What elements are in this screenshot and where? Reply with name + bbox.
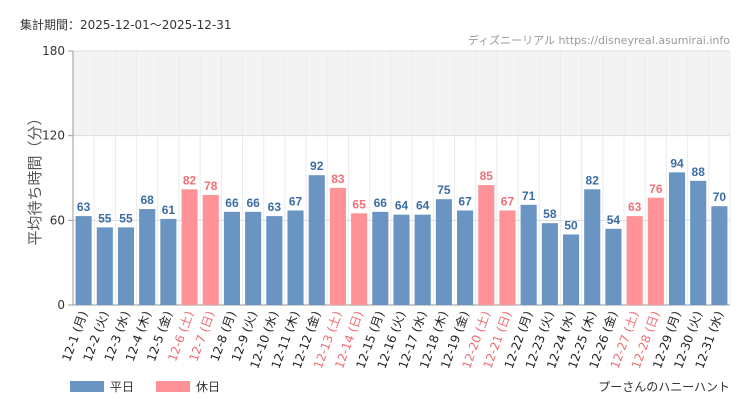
period-label: 集計期間：2025-12-01～2025-12-31 <box>20 18 232 32</box>
bar <box>393 214 410 305</box>
legend-item-weekday[interactable]: 平日 <box>70 378 134 395</box>
bar-value-label: 66 <box>246 196 260 210</box>
bar-value-label: 92 <box>310 159 324 173</box>
bar-value-label: 88 <box>692 165 706 179</box>
bar-value-label: 64 <box>395 199 409 213</box>
bar <box>160 218 177 305</box>
bar-value-label: 55 <box>119 211 133 225</box>
bar-value-label: 63 <box>77 200 91 214</box>
bar <box>605 228 622 305</box>
bar-value-label: 71 <box>522 189 536 203</box>
legend-label-weekday: 平日 <box>110 380 135 394</box>
bar-value-label: 67 <box>289 194 303 208</box>
band-120-180 <box>73 51 730 136</box>
legend-label-holiday: 休日 <box>196 380 221 394</box>
bar <box>435 199 452 305</box>
bar-value-label: 64 <box>416 199 430 213</box>
bar <box>329 187 346 305</box>
bar <box>626 216 643 305</box>
bar-value-label: 83 <box>331 172 345 186</box>
bar-value-label: 63 <box>268 200 282 214</box>
bar <box>647 197 664 305</box>
y-tick-label: 0 <box>57 298 65 312</box>
y-tick-label: 60 <box>50 213 65 227</box>
bar <box>690 180 707 305</box>
bar <box>245 211 262 305</box>
bar <box>351 213 368 305</box>
bar <box>414 214 431 305</box>
y-tick-label: 180 <box>42 44 65 58</box>
bar <box>139 209 156 305</box>
bar <box>266 216 283 305</box>
bar-value-label: 55 <box>98 211 112 225</box>
bar <box>499 210 516 305</box>
bar-value-label: 67 <box>458 194 472 208</box>
bar-value-label: 82 <box>183 173 197 187</box>
bar-value-label: 63 <box>628 200 642 214</box>
bar-value-label: 94 <box>670 156 684 170</box>
source-credit: ディズニーリアル https://disneyreal.asumirai.inf… <box>467 34 730 47</box>
bar <box>584 189 601 305</box>
bar <box>457 210 474 305</box>
bar <box>96 227 113 305</box>
bar-value-label: 75 <box>437 183 451 197</box>
bar-value-label: 67 <box>501 194 515 208</box>
bar <box>223 211 241 305</box>
bar-value-label: 65 <box>352 197 366 211</box>
bar-value-label: 50 <box>564 218 578 232</box>
bar-value-label: 82 <box>586 173 600 187</box>
bar-value-label: 70 <box>713 190 727 204</box>
bar-value-label: 85 <box>480 169 494 183</box>
bar <box>541 223 558 305</box>
bar-value-label: 66 <box>374 196 388 210</box>
legend-item-holiday[interactable]: 休日 <box>156 378 220 395</box>
bar <box>711 206 728 305</box>
bar <box>562 234 580 305</box>
bar <box>520 204 537 305</box>
bar <box>287 210 304 305</box>
legend-swatch-holiday <box>156 381 191 392</box>
bar <box>75 216 92 305</box>
bar <box>202 194 219 305</box>
bar-value-label: 54 <box>607 213 621 227</box>
bar <box>372 211 389 305</box>
bar-value-label: 58 <box>543 207 557 221</box>
attraction-name: プーさんのハニーハント <box>598 380 730 394</box>
legend: 平日 休日 <box>70 378 220 395</box>
bar <box>117 227 135 305</box>
bar <box>181 189 198 305</box>
legend-swatch-weekday <box>70 381 104 392</box>
bar <box>478 185 495 305</box>
y-axis-label: 平均待ち時間（分） <box>26 110 44 245</box>
bar-value-label: 68 <box>140 193 154 207</box>
bar-value-label: 76 <box>649 182 663 196</box>
bar <box>308 175 325 305</box>
y-tick-label: 120 <box>42 129 65 143</box>
bar <box>668 172 686 305</box>
bar-value-label: 78 <box>204 179 218 193</box>
bar-value-label: 61 <box>162 203 176 217</box>
bar-value-label: 66 <box>225 196 239 210</box>
